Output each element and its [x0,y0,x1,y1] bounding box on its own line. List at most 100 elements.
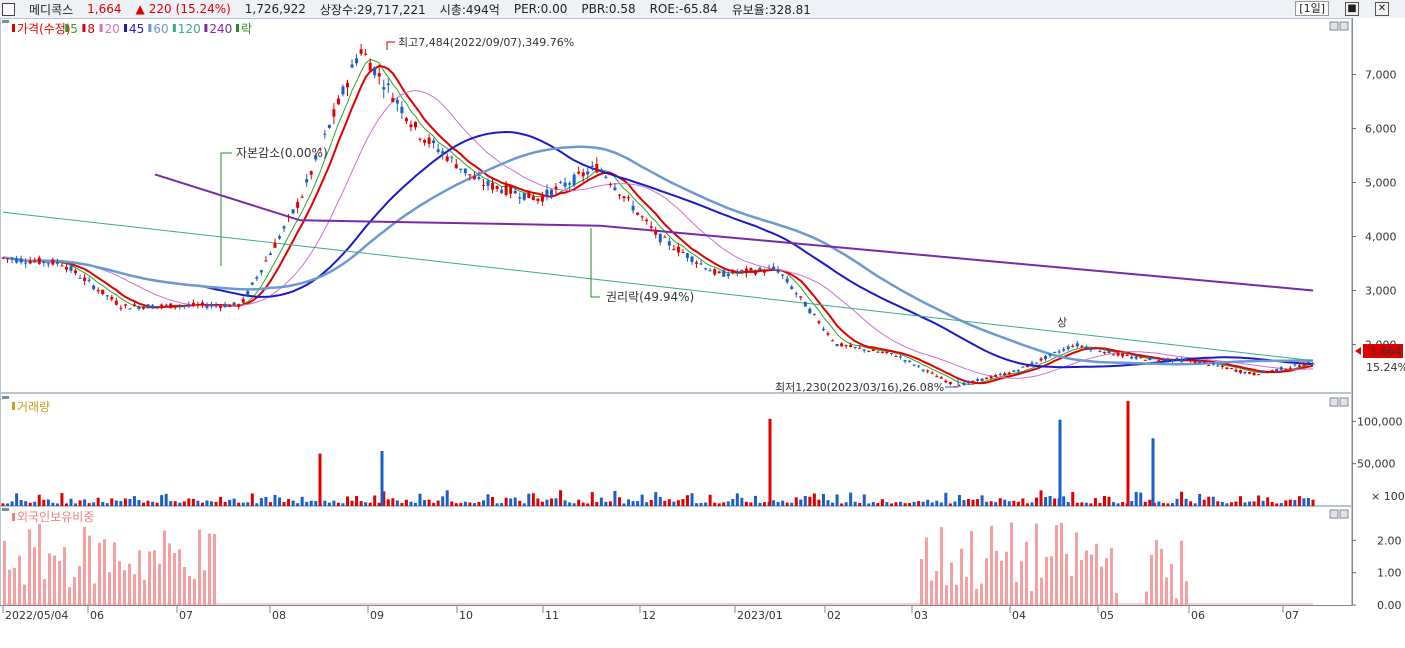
candle-body [1084,347,1088,349]
volume-bar [957,494,961,506]
candle-body [28,260,32,264]
select-checkbox[interactable] [2,2,15,16]
candle-body [1229,368,1233,370]
candle-body [939,377,943,379]
volume-bar [454,503,458,506]
candle-body [1207,364,1211,366]
x-tick-label: 2022/05/04 [5,609,68,622]
candle-body [962,382,966,386]
foreign-bar [98,542,101,605]
volume-bar [432,502,436,506]
volume-bar [581,502,585,506]
volume-bar [427,499,431,506]
volume-bar [1039,490,1043,506]
volume-bar [1288,499,1292,506]
candle-body [690,256,694,262]
volume-bar [1143,501,1147,506]
foreign-bar [955,584,958,605]
candle-body [205,305,209,308]
volume-bar [137,500,141,506]
candle-body [985,377,989,380]
candle-body [894,356,898,358]
foreign-bar [193,578,196,605]
candle-body [282,226,286,229]
trading-volume: 1,726,922 [244,2,306,16]
legend-drop-swatch [236,24,239,32]
foreign-bar [1080,560,1083,605]
candle-body [119,307,123,309]
candle-body [885,351,889,353]
candle-body [1266,371,1270,373]
candle-body [1175,358,1179,360]
candle-body [459,168,463,170]
volume-bar [282,502,286,506]
volume-bar [1202,499,1206,506]
x-tick-label: 04 [1012,609,1026,622]
volume-bar [33,501,37,506]
volume-bar [599,497,603,506]
volume-bar [445,490,449,506]
volume-bar [735,493,739,506]
candle-body [636,212,640,215]
candle-body [1157,360,1161,362]
volume-bar [300,496,304,506]
candle-body [790,286,794,290]
volume-bar [776,502,780,506]
candle-body [132,304,136,307]
legend-ma-8: 8 [87,22,95,36]
candle-body [540,196,544,202]
candle-body [799,296,803,298]
legend-ma-20: 20 [105,22,120,36]
price-tick-label: 3,000 [1365,284,1397,297]
foreign-bar [118,561,121,605]
candle-body [1016,370,1020,372]
close-icon[interactable]: ✕ [1375,1,1389,16]
foreign-bar [1165,577,1168,605]
volume-bar [1257,495,1261,506]
candle-body [785,278,789,283]
x-tick-label: 12 [642,609,656,622]
foreign-bar [1075,532,1078,605]
candle-body [849,344,853,348]
volume-bar [1012,500,1016,506]
maximize-icon[interactable]: ■ [1345,1,1359,16]
period-button[interactable]: [1일] [1295,1,1329,16]
candle-body [971,380,975,382]
foreign-bar [28,529,31,605]
candle-body [912,364,916,366]
volume-bar [681,498,685,506]
foreign-bar [1150,554,1153,605]
volume-bar [19,500,23,506]
candle-body [219,305,223,308]
foreign-bar [203,577,206,605]
volume-bar [6,503,10,506]
volume-bar [182,501,186,506]
volume-bar [1071,492,1075,506]
volume-bar [1302,498,1306,506]
ma45-line [2,130,1314,369]
x-tick-label: 06 [90,609,104,622]
volume-bar [450,501,454,506]
volume-bar [1170,503,1174,506]
candle-body [114,300,118,305]
candle-body [413,121,417,128]
legend-ma-45: 45 [129,22,144,36]
candle-body [42,261,46,264]
candle-body [1261,370,1265,373]
candle-body [74,270,78,274]
volume-bar [110,498,114,506]
candle-body [164,304,168,306]
foreign-bar [23,584,26,605]
candle-body [826,333,830,335]
volume-bar [753,495,757,506]
volume-bar [844,502,848,506]
candle-body [51,259,55,265]
volume-bar [962,500,966,506]
candle-body [264,260,268,262]
candle-body [409,124,413,128]
candle-body [1057,351,1061,353]
foreign-bar [1035,523,1038,605]
candle-body [531,196,535,200]
foreign-bar [188,575,191,605]
volume-bar [51,502,55,506]
